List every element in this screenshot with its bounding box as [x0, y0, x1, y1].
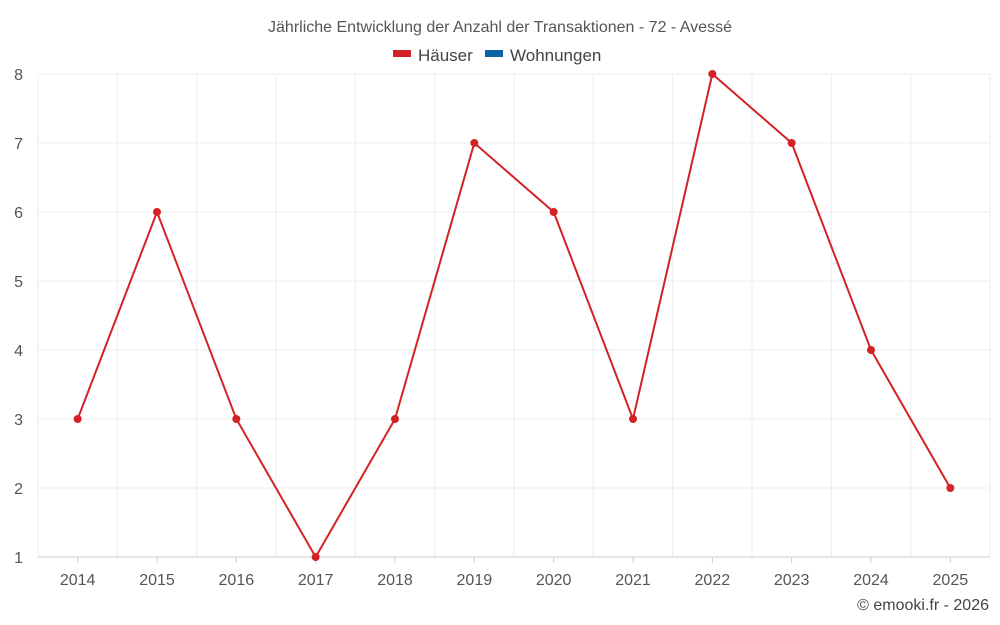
data-point[interactable] [153, 208, 161, 216]
data-point[interactable] [549, 208, 558, 216]
y-tick-label: 6 [14, 205, 23, 222]
x-tick-label: 2015 [139, 572, 175, 589]
y-tick-label: 3 [14, 412, 23, 429]
y-tick-label: 1 [14, 550, 23, 567]
credit-text: © emooki.fr - 2026 [857, 597, 989, 614]
x-gridlines [37, 74, 991, 557]
x-tick-label: 2020 [536, 572, 572, 589]
legend-label-haeuser[interactable]: Häuser [418, 46, 473, 65]
data-point[interactable] [232, 415, 241, 423]
data-point[interactable] [787, 139, 796, 147]
y-tick-label: 8 [14, 67, 23, 84]
data-point[interactable] [470, 139, 479, 147]
y-tick-labels: 1 2 3 4 5 6 7 8 [14, 67, 23, 567]
x-tick-label: 2021 [615, 572, 651, 589]
x-tick-label: 2018 [377, 572, 413, 589]
x-tick-labels: 2014 2015 2016 2017 2018 2019 2020 2021 2022 2023… [60, 557, 968, 589]
x-tick-label: 2014 [60, 572, 96, 589]
data-point[interactable] [867, 346, 875, 354]
y-tick-label: 7 [14, 136, 23, 153]
x-tick-label: 2025 [933, 572, 969, 589]
data-point[interactable] [391, 415, 399, 423]
y-tick-label: 2 [14, 481, 23, 498]
data-point[interactable] [629, 415, 637, 423]
series-line [76, 72, 952, 560]
data-point[interactable] [708, 70, 717, 78]
data-point[interactable] [946, 484, 955, 492]
x-tick-label: 2022 [695, 572, 731, 589]
data-point[interactable] [311, 553, 320, 561]
series-haeuser [73, 70, 955, 561]
legend-swatch-wohnungen [485, 50, 503, 57]
y-tick-label: 5 [14, 274, 23, 291]
chart-title: Jährliche Entwicklung der Anzahl der Tra… [268, 19, 732, 36]
legend: Häuser Wohnungen [393, 46, 601, 65]
data-point[interactable] [73, 415, 82, 423]
x-tick-label: 2017 [298, 572, 334, 589]
y-tick-label: 4 [14, 343, 23, 360]
x-tick-label: 2016 [219, 572, 255, 589]
x-tick-label: 2024 [853, 572, 889, 589]
legend-label-wohnungen[interactable]: Wohnungen [510, 46, 601, 65]
legend-swatch-haeuser [393, 50, 411, 57]
x-tick-label: 2023 [774, 572, 810, 589]
x-tick-label: 2019 [457, 572, 493, 589]
